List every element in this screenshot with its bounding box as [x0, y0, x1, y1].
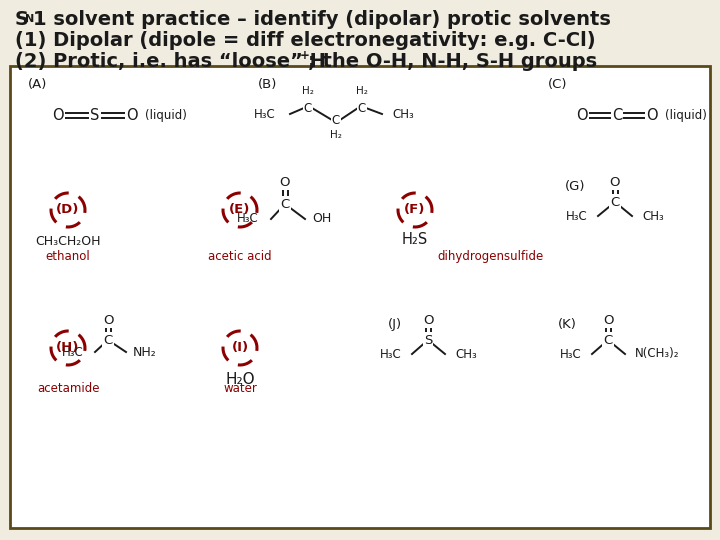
- Text: H₃C: H₃C: [254, 107, 276, 120]
- Text: O: O: [126, 107, 138, 123]
- Text: H₃C: H₃C: [560, 348, 582, 361]
- Text: (1) Dipolar (dipole = diff electronegativity: e.g. C-Cl): (1) Dipolar (dipole = diff electronegati…: [15, 31, 595, 50]
- Text: H₂: H₂: [356, 86, 368, 96]
- Text: CH₃: CH₃: [455, 348, 477, 361]
- Text: H₃C: H₃C: [238, 213, 259, 226]
- Text: OH: OH: [312, 213, 331, 226]
- Text: CH₃: CH₃: [642, 210, 664, 222]
- Text: H₂S: H₂S: [402, 232, 428, 247]
- Text: O: O: [103, 314, 113, 327]
- Text: C: C: [611, 195, 620, 208]
- Text: CH₃CH₂OH: CH₃CH₂OH: [35, 235, 101, 248]
- Text: H₃C: H₃C: [62, 346, 84, 359]
- Text: C: C: [304, 102, 312, 114]
- Text: O: O: [646, 107, 658, 123]
- FancyBboxPatch shape: [10, 66, 710, 528]
- Text: (I): (I): [231, 341, 248, 354]
- Text: (H): (H): [56, 341, 80, 354]
- Text: ethanol: ethanol: [45, 250, 91, 263]
- Text: (liquid): (liquid): [145, 109, 187, 122]
- Text: C: C: [612, 107, 622, 123]
- Text: (J): (J): [388, 318, 402, 331]
- Text: S: S: [424, 334, 432, 347]
- Text: (G): (G): [565, 180, 585, 193]
- Text: H₃C: H₃C: [380, 348, 402, 361]
- Text: H₃C: H₃C: [566, 210, 588, 222]
- Text: (D): (D): [56, 204, 80, 217]
- Text: (2) Protic, i.e. has “loose” H: (2) Protic, i.e. has “loose” H: [15, 52, 326, 71]
- Text: C: C: [332, 113, 340, 126]
- Text: C: C: [104, 334, 112, 347]
- Text: +: +: [300, 49, 310, 62]
- Text: ; the O-H, N-H, S-H groups: ; the O-H, N-H, S-H groups: [308, 52, 597, 71]
- Text: N: N: [25, 14, 35, 24]
- Text: H₂O: H₂O: [225, 372, 255, 387]
- Text: O: O: [280, 176, 290, 188]
- Text: O: O: [576, 107, 588, 123]
- Text: (A): (A): [28, 78, 48, 91]
- Text: O: O: [52, 107, 64, 123]
- Text: (K): (K): [558, 318, 577, 331]
- Text: (liquid): (liquid): [665, 109, 707, 122]
- Text: C: C: [358, 102, 366, 114]
- Text: dihydrogensulfide: dihydrogensulfide: [437, 250, 543, 263]
- Text: NH₂: NH₂: [133, 346, 157, 359]
- Text: S: S: [90, 107, 99, 123]
- Text: C: C: [280, 198, 289, 211]
- Text: (F): (F): [405, 204, 426, 217]
- Text: H₂: H₂: [302, 86, 314, 96]
- Text: C: C: [603, 334, 613, 347]
- Text: acetic acid: acetic acid: [208, 250, 272, 263]
- Text: N(CH₃)₂: N(CH₃)₂: [635, 348, 680, 361]
- Text: O: O: [603, 314, 613, 327]
- Text: (E): (E): [229, 204, 251, 217]
- Text: H₂: H₂: [330, 130, 342, 140]
- Text: acetamide: acetamide: [37, 382, 99, 395]
- Text: S: S: [15, 10, 29, 29]
- Text: CH₃: CH₃: [392, 107, 414, 120]
- Text: 1 solvent practice – identify (dipolar) protic solvents: 1 solvent practice – identify (dipolar) …: [33, 10, 611, 29]
- Text: water: water: [223, 382, 257, 395]
- Text: (C): (C): [548, 78, 567, 91]
- Text: O: O: [610, 176, 620, 188]
- Text: O: O: [423, 314, 433, 327]
- Text: (B): (B): [258, 78, 277, 91]
